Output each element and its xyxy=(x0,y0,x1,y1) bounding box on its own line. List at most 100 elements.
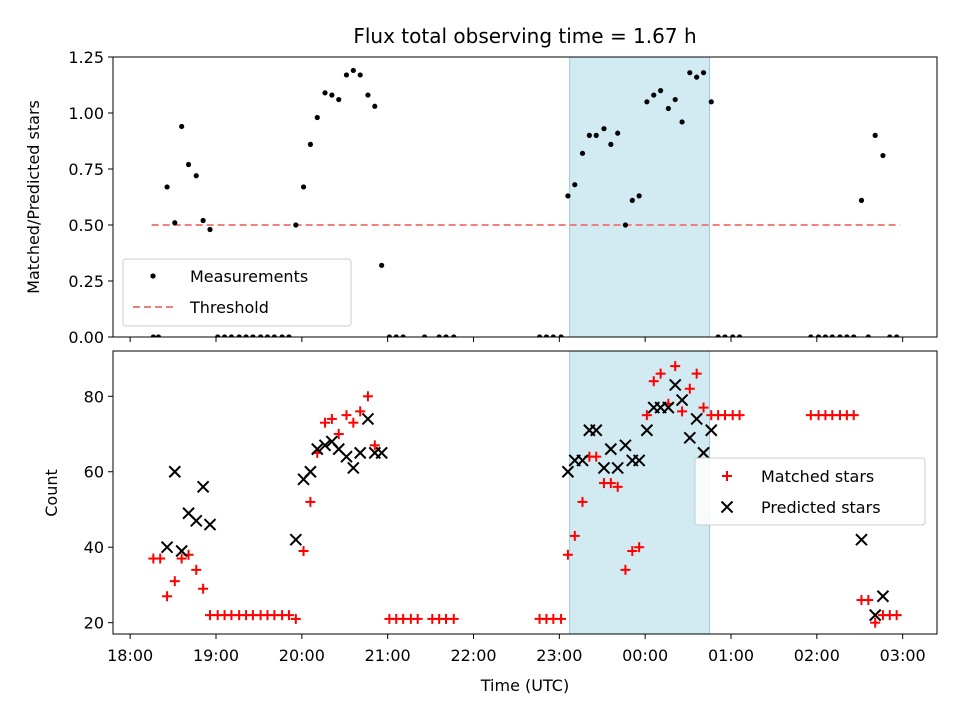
measurement-point xyxy=(722,334,728,337)
predicted-point xyxy=(289,533,303,546)
matched-point xyxy=(577,496,588,507)
measurement-point xyxy=(322,90,328,96)
predicted-point xyxy=(611,461,624,475)
measurement-point xyxy=(207,226,213,233)
predicted-point xyxy=(697,446,710,460)
measurement-point xyxy=(293,222,299,228)
predicted-point-b xyxy=(175,544,188,558)
predicted-point xyxy=(619,439,632,452)
predicted-point-b xyxy=(160,541,174,554)
measurement-point xyxy=(851,334,857,337)
measurement-point xyxy=(386,334,392,337)
predicted-point xyxy=(318,439,332,452)
matched-point xyxy=(176,553,187,564)
predicted-point-b xyxy=(597,461,611,475)
matched-point xyxy=(155,553,166,564)
measurement-point xyxy=(715,334,721,337)
predicted-point-b xyxy=(203,518,217,531)
predicted-point-b xyxy=(683,431,697,444)
bottom-highlight-span xyxy=(569,350,711,635)
predicted-point-b xyxy=(632,454,646,467)
predicted-point-b xyxy=(347,461,360,475)
measurement-point xyxy=(300,184,307,190)
predicted-point-b xyxy=(304,465,317,478)
matched-point xyxy=(355,406,366,417)
predicted-point-b xyxy=(640,424,654,437)
bottom-legend: Matched stars Predicted stars xyxy=(694,457,926,526)
matched-point xyxy=(362,391,373,402)
measurement-point xyxy=(443,334,449,337)
matched-point xyxy=(605,478,616,489)
predicted-point xyxy=(175,544,188,558)
measurement-point xyxy=(150,334,156,337)
predicted-point-b xyxy=(375,446,388,460)
matched-point xyxy=(641,410,652,421)
measurement-point xyxy=(536,334,543,337)
predicted-point xyxy=(347,461,360,475)
measurement-point xyxy=(572,182,578,188)
legend-predicted-marker-b xyxy=(720,500,734,514)
measurement-point xyxy=(837,334,843,337)
measurement-point xyxy=(829,334,835,337)
top-y-tick-label: 1.25 xyxy=(68,48,104,67)
matched-point xyxy=(556,613,567,624)
measurement-point xyxy=(808,334,814,337)
predicted-point-b xyxy=(182,507,195,520)
measurement-point xyxy=(228,334,235,337)
measurement-point xyxy=(357,72,363,78)
predicted-point-b xyxy=(576,454,589,467)
matched-point xyxy=(283,610,294,621)
chart-title: Flux total observing time = 1.67 h xyxy=(353,24,696,48)
legend-predicted-label: Predicted stars xyxy=(761,498,881,517)
predicted-point-b xyxy=(604,442,618,456)
matched-point xyxy=(655,368,666,379)
predicted-point-b xyxy=(705,424,718,437)
measurement-point xyxy=(193,173,199,179)
predicted-point xyxy=(203,518,217,531)
measurement-point xyxy=(858,197,865,203)
measurement-point xyxy=(243,334,249,337)
predicted-point xyxy=(868,608,882,622)
predicted-point xyxy=(190,514,203,528)
predicted-point xyxy=(304,465,317,478)
measurement-point xyxy=(694,74,700,80)
measurement-point xyxy=(329,92,335,98)
matched-point xyxy=(863,595,874,606)
measurement-point xyxy=(736,334,743,337)
matched-point xyxy=(562,549,573,560)
measurement-point xyxy=(872,132,878,138)
x-tick-label: 22:00 xyxy=(450,646,496,665)
predicted-point-b xyxy=(619,439,632,452)
predicted-point-b xyxy=(196,480,210,494)
top-y-axis-label: Matched/Predicted stars xyxy=(24,100,43,294)
measurement-point xyxy=(307,141,314,147)
predicted-point-b xyxy=(340,450,353,463)
legend-measurements-marker xyxy=(150,273,156,279)
measurement-point xyxy=(708,99,714,105)
measurement-point xyxy=(700,70,707,76)
measurement-point xyxy=(451,334,457,337)
measurement-point xyxy=(844,334,850,337)
measurement-point xyxy=(350,67,356,74)
measurement-point xyxy=(379,262,385,268)
matched-point xyxy=(648,376,659,387)
top-y-tick-label: 0.50 xyxy=(68,216,104,235)
matched-point xyxy=(348,417,359,428)
predicted-point-b xyxy=(675,393,689,407)
matched-point xyxy=(684,383,695,394)
predicted-point-b xyxy=(690,412,703,426)
measurement-point xyxy=(608,141,614,147)
measurement-point xyxy=(593,132,599,138)
matched-point xyxy=(691,368,702,379)
predicted-point xyxy=(590,424,603,437)
measurement-point xyxy=(865,334,871,337)
matched-point xyxy=(620,564,631,575)
measurement-point xyxy=(258,334,264,337)
predicted-point-b xyxy=(876,590,890,603)
measurement-point xyxy=(314,114,320,121)
predicted-point xyxy=(604,442,618,456)
measurement-point xyxy=(550,334,556,337)
predicted-point xyxy=(160,541,174,554)
predicted-point xyxy=(375,446,388,460)
